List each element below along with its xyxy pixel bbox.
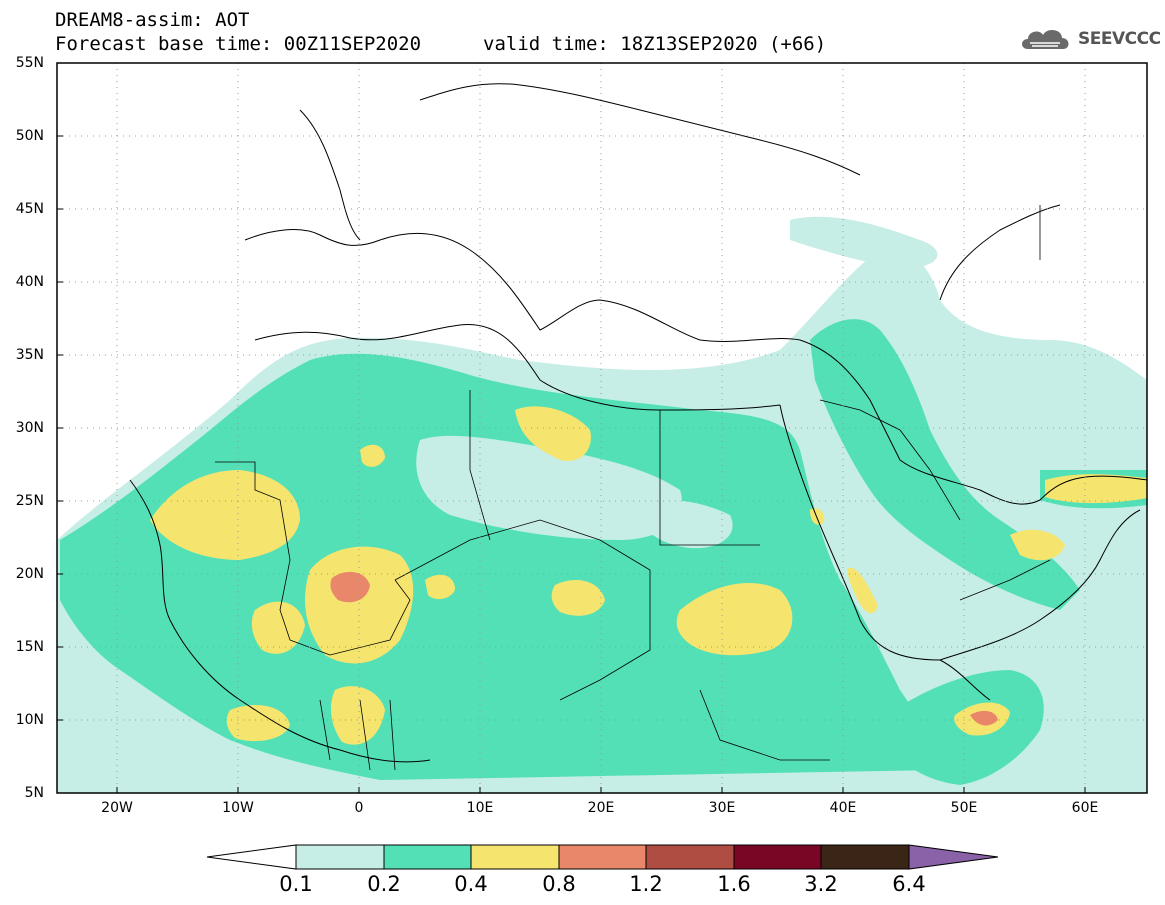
lat-tick-label: 5N: [24, 785, 44, 801]
colorbar-over-arrow: [908, 844, 999, 870]
seevccc-logo: SEEVCCC: [1018, 24, 1161, 54]
colorbar-bin-3: [470, 844, 560, 870]
colorbar-label: 6.4: [892, 872, 926, 896]
map-title: DREAM8-assim: AOT: [55, 9, 250, 31]
colorbar-label: 0.1: [279, 872, 313, 896]
coastlines: [129, 83, 1147, 763]
colorbar-bin-4: [558, 844, 647, 870]
lon-tick-label: 20E: [587, 800, 615, 816]
valid-time: valid time: 18Z13SEP2020 (+66): [483, 33, 827, 55]
lon-tick-label: 60E: [1071, 800, 1099, 816]
lon-tick-label: 20W: [101, 800, 133, 816]
lon-tick-label: 40E: [829, 800, 857, 816]
axis-ticks: [57, 135, 1086, 793]
lat-tick-label: 25N: [15, 493, 44, 509]
lat-tick-label: 40N: [15, 274, 44, 290]
colorbar: [206, 844, 999, 870]
colorbar-label: 3.2: [804, 872, 838, 896]
lat-tick-label: 15N: [15, 639, 44, 655]
country-borders: [215, 205, 1051, 771]
lon-tick-label: 10E: [466, 800, 494, 816]
lat-tick-label: 50N: [15, 128, 44, 144]
lat-tick-label: 35N: [15, 347, 44, 363]
lat-tick-label: 45N: [15, 201, 44, 217]
lon-tick-label: 0: [354, 800, 364, 816]
colorbar-label: 1.2: [629, 872, 663, 896]
colorbar-bin-5: [645, 844, 735, 870]
colorbar-bin-6: [733, 844, 822, 870]
colorbar-bin-1: [295, 844, 385, 870]
lat-tick-label: 10N: [15, 712, 44, 728]
logo-text: SEEVCCC: [1078, 29, 1161, 49]
lon-tick-label: 50E: [950, 800, 978, 816]
colorbar-bin-7: [820, 844, 910, 870]
colorbar-under-arrow: [206, 844, 297, 870]
colorbar-label: 1.6: [717, 872, 751, 896]
forecast-base-time: Forecast base time: 00Z11SEP2020: [55, 33, 422, 55]
cloud-icon: [1022, 29, 1069, 49]
lon-tick-label: 10W: [222, 800, 254, 816]
colorbar-label: 0.4: [454, 872, 488, 896]
lat-tick-label: 20N: [15, 566, 44, 582]
lat-tick-label: 30N: [15, 420, 44, 436]
lon-tick-label: 30E: [708, 800, 736, 816]
colorbar-label: 0.2: [367, 872, 401, 896]
aot-shading: [57, 216, 1147, 793]
colorbar-label: 0.8: [542, 872, 576, 896]
lat-tick-label: 55N: [15, 55, 44, 71]
colorbar-bin-2: [383, 844, 472, 870]
